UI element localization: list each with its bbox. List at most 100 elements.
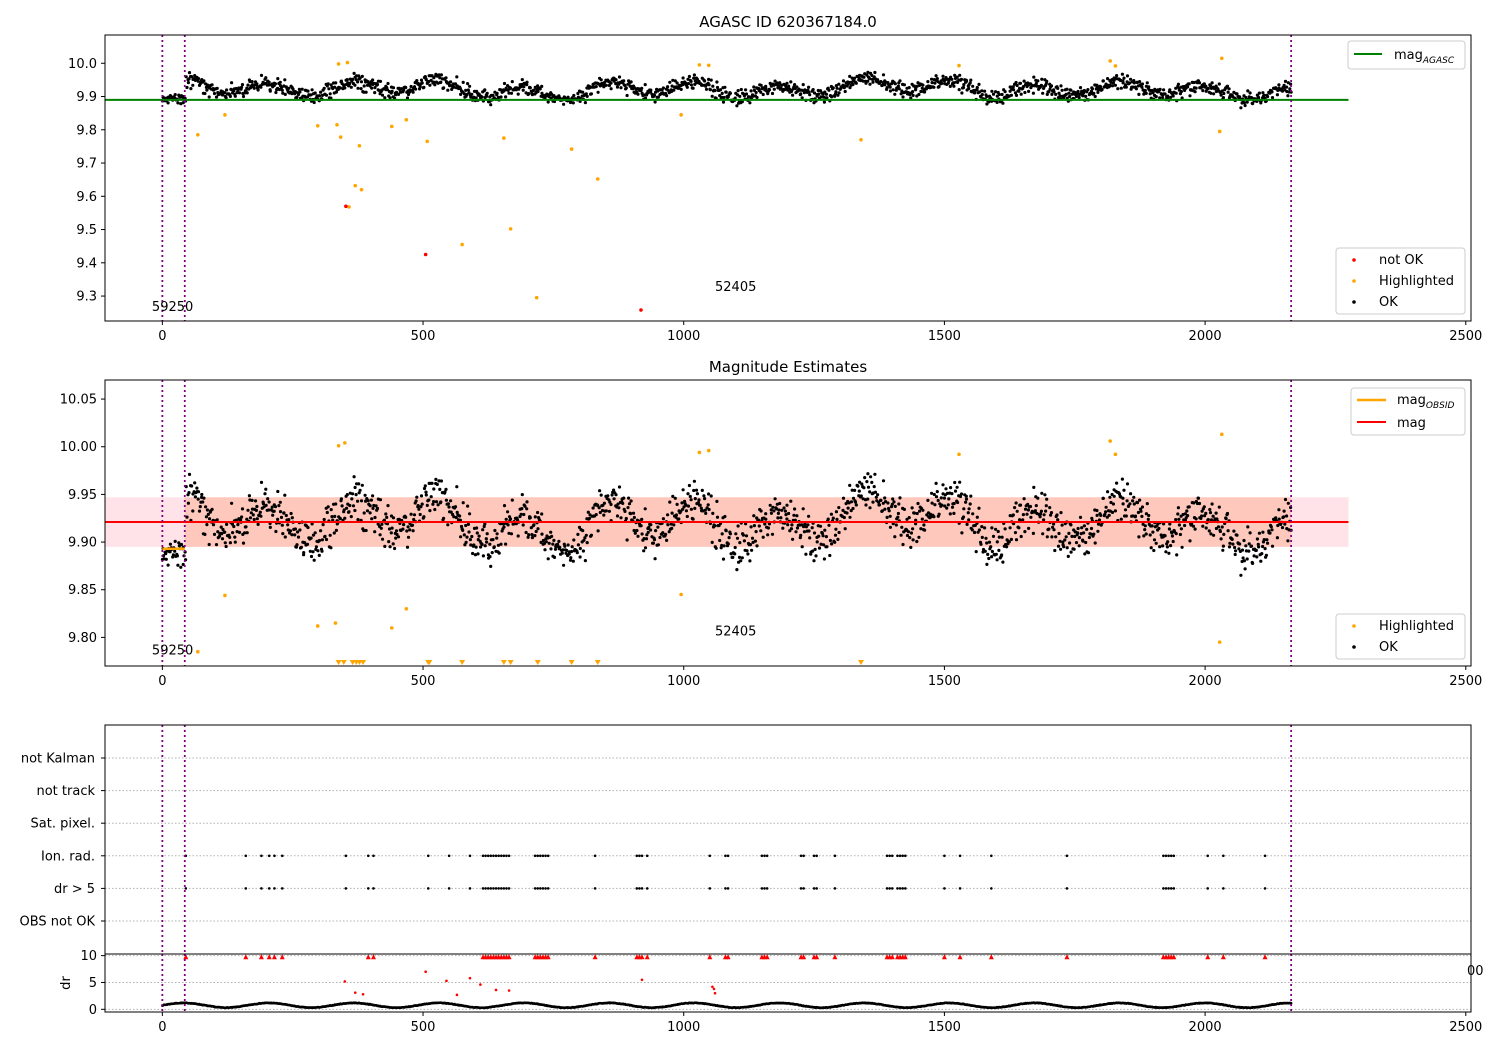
flag-point [645, 887, 649, 890]
highlighted-point [508, 227, 513, 231]
ok-point [1138, 80, 1142, 84]
ok-point [1208, 84, 1213, 88]
ok-point [851, 496, 856, 500]
ok-point [1070, 534, 1074, 539]
ok-point [470, 534, 474, 539]
flag-point [726, 887, 730, 890]
flag-point [724, 887, 727, 890]
flag-point [799, 854, 803, 858]
ok-point [883, 83, 887, 87]
ok-point [704, 87, 709, 91]
ok-point [254, 508, 258, 512]
ok-point [930, 491, 934, 495]
flag-point [280, 854, 284, 858]
ok-point [273, 82, 278, 86]
ok-point [1197, 501, 1202, 506]
ok-point [1014, 80, 1018, 85]
clipped-marker [594, 660, 601, 665]
ok-point [881, 73, 886, 77]
ok-point [735, 104, 739, 108]
ok-point [298, 528, 302, 532]
ok-point [1107, 513, 1111, 517]
ok-point [1222, 532, 1226, 537]
ok-point [240, 507, 245, 511]
ok-point [313, 531, 317, 535]
ok-point [173, 93, 177, 97]
flag-point [481, 854, 485, 858]
ok-point [1052, 528, 1056, 532]
ok-point [1162, 88, 1166, 92]
ok-point [817, 546, 822, 550]
ok-point [544, 540, 548, 544]
ok-point [950, 505, 955, 509]
ok-point [943, 504, 947, 508]
ok-point [521, 88, 525, 92]
panel-flags-gridlines [105, 757, 1471, 922]
ok-point [817, 534, 821, 538]
flag-point [885, 887, 889, 890]
y-tick-label: 9.7 [76, 157, 97, 172]
x-tick-label: 2500 [1449, 674, 1482, 689]
ok-point [594, 85, 598, 89]
ok-point [1136, 510, 1140, 515]
ok-point [1246, 89, 1250, 93]
ok-point [1207, 529, 1211, 533]
y-tick-label: 9.85 [68, 583, 97, 598]
flag-point [280, 887, 284, 890]
ok-point [683, 499, 687, 503]
ok-point [543, 548, 547, 552]
ok-point [550, 92, 554, 96]
ok-point [1144, 512, 1148, 516]
ok-point [1041, 91, 1045, 95]
ok-point [1072, 547, 1076, 551]
ok-point [685, 514, 689, 519]
ok-point [562, 563, 566, 567]
ok-point [1044, 504, 1048, 508]
ok-point [1079, 532, 1083, 536]
clipped-marker [534, 660, 541, 665]
ok-point [316, 549, 320, 553]
ok-point [404, 85, 408, 90]
ok-point [752, 85, 756, 89]
ok-point [471, 551, 475, 556]
ok-point [206, 512, 210, 517]
ok-point [1106, 490, 1110, 494]
ok-point [960, 91, 964, 95]
ok-point [297, 87, 301, 91]
ok-point [446, 523, 450, 527]
ok-point [920, 517, 924, 521]
ok-point [393, 546, 397, 551]
ok-point [1206, 86, 1210, 90]
ok-point [286, 523, 290, 527]
ok-point [204, 515, 208, 519]
flag-point [1206, 854, 1210, 858]
ok-point [475, 531, 479, 535]
flag-point [507, 887, 511, 890]
ok-point [879, 80, 883, 84]
ok-point [1101, 79, 1105, 83]
ok-point [1115, 481, 1119, 485]
ok-point [491, 538, 495, 542]
y-tick-label: 9.80 [68, 631, 97, 646]
ok-point [546, 100, 550, 104]
ok-point [499, 88, 503, 92]
highlighted-point [223, 113, 227, 117]
flag-point [260, 854, 263, 858]
ok-point [1206, 518, 1210, 522]
flag-point [635, 887, 639, 890]
flag-point [890, 887, 894, 890]
ok-point [744, 92, 749, 96]
ok-point [864, 503, 868, 507]
ok-point [1235, 533, 1239, 537]
ok-point [1104, 82, 1108, 86]
flag-point [943, 887, 946, 890]
ok-point [234, 518, 238, 522]
ok-point [1100, 87, 1104, 92]
ok-point [557, 539, 561, 544]
ok-point [230, 522, 234, 526]
ok-point [1056, 544, 1061, 548]
ok-point [914, 518, 918, 522]
highlighted-point [859, 137, 863, 142]
